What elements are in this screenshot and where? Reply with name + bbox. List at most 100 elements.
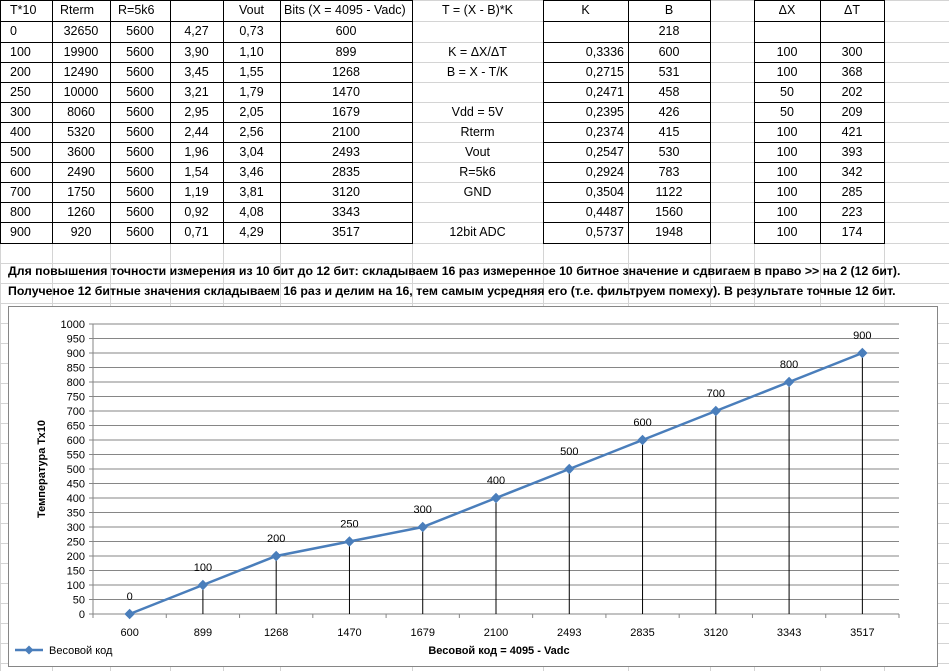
- table-cell[interactable]: 0,3504: [585, 185, 624, 199]
- table-cell[interactable]: 0,2924: [585, 165, 624, 179]
- data-point[interactable]: [637, 434, 648, 446]
- table-cell[interactable]: 100: [776, 125, 798, 139]
- data-point[interactable]: [197, 579, 209, 591]
- data-point[interactable]: [710, 405, 722, 417]
- table-cell[interactable]: 800: [10, 205, 31, 219]
- table-cell[interactable]: 920: [70, 225, 92, 239]
- table-cell[interactable]: [710, 102, 754, 122]
- header-cell[interactable]: Vout: [238, 3, 265, 17]
- table-cell[interactable]: 1,55: [239, 65, 264, 79]
- table-cell[interactable]: 1260: [67, 205, 95, 219]
- table-cell[interactable]: 5600: [126, 225, 154, 239]
- header-cell[interactable]: T*10: [10, 3, 37, 17]
- table-cell[interactable]: 100: [776, 205, 798, 219]
- data-point[interactable]: [490, 492, 502, 504]
- table-cell[interactable]: 458: [658, 85, 680, 99]
- header-cell[interactable]: T = (X - B)*K: [442, 3, 513, 17]
- table-cell[interactable]: 3,90: [184, 45, 209, 59]
- table-cell[interactable]: 12bit ADC: [449, 225, 506, 239]
- header-cell[interactable]: Bits (X = 4095 - Vadc): [284, 3, 406, 17]
- table-cell[interactable]: 5600: [126, 205, 154, 219]
- table-cell[interactable]: 3,45: [184, 65, 209, 79]
- table-cell[interactable]: 209: [841, 105, 863, 119]
- table-cell[interactable]: 2835: [332, 165, 360, 179]
- header-cell[interactable]: [170, 0, 223, 20]
- table-cell[interactable]: 5600: [126, 185, 154, 199]
- table-cell[interactable]: 1,96: [184, 145, 209, 159]
- table-cell[interactable]: 200: [10, 65, 31, 79]
- table-cell[interactable]: 100: [776, 45, 798, 59]
- table-cell[interactable]: 899: [335, 45, 357, 59]
- header-cell[interactable]: Rterm: [60, 3, 95, 17]
- table-cell[interactable]: 1470: [332, 85, 360, 99]
- table-cell[interactable]: 1,10: [239, 45, 264, 59]
- table-cell[interactable]: 0,73: [239, 24, 264, 38]
- table-cell[interactable]: 50: [780, 85, 794, 99]
- table-cell[interactable]: Rterm: [460, 125, 495, 139]
- header-cell[interactable]: R=5k6: [118, 3, 155, 17]
- table-cell[interactable]: 100: [776, 145, 798, 159]
- table-cell[interactable]: [710, 62, 754, 82]
- table-cell[interactable]: [412, 202, 543, 222]
- table-cell[interactable]: 600: [658, 45, 680, 59]
- chart-area[interactable]: 0 50 100 150 200 250 300 350 400 450 500 550 600 650 7…: [8, 306, 938, 667]
- table-cell[interactable]: 0,92: [184, 205, 209, 219]
- table-cell[interactable]: 2493: [332, 145, 360, 159]
- table-cell[interactable]: 5600: [126, 125, 154, 139]
- table-cell[interactable]: 32650: [63, 24, 99, 38]
- data-point[interactable]: [270, 550, 282, 562]
- table-cell[interactable]: 600: [10, 165, 31, 179]
- data-point[interactable]: [124, 608, 135, 620]
- table-cell[interactable]: 4,27: [184, 24, 209, 38]
- table-cell[interactable]: 0,2547: [585, 145, 624, 159]
- table-cell[interactable]: [710, 21, 754, 41]
- table-cell[interactable]: [710, 42, 754, 62]
- table-cell[interactable]: 19900: [63, 45, 99, 59]
- table-cell[interactable]: 0,4487: [585, 205, 624, 219]
- table-cell[interactable]: 600: [335, 24, 357, 38]
- table-cell[interactable]: [710, 222, 754, 242]
- table-cell[interactable]: 218: [658, 24, 680, 38]
- table-cell[interactable]: 4,29: [239, 225, 264, 239]
- table-cell[interactable]: 3,46: [239, 165, 264, 179]
- table-cell[interactable]: 300: [841, 45, 863, 59]
- table-cell[interactable]: 202: [841, 85, 863, 99]
- table-cell[interactable]: B = X - T/K: [446, 65, 509, 79]
- table-cell[interactable]: 5600: [126, 105, 154, 119]
- table-cell[interactable]: 531: [658, 65, 680, 79]
- table-cell[interactable]: 285: [841, 185, 863, 199]
- table-cell[interactable]: 3,21: [184, 85, 209, 99]
- table-cell[interactable]: 3,04: [239, 145, 264, 159]
- table-cell[interactable]: 8060: [67, 105, 95, 119]
- table-cell[interactable]: 174: [841, 225, 863, 239]
- table-cell[interactable]: 900: [10, 225, 31, 239]
- table-cell[interactable]: 500: [10, 145, 31, 159]
- table-cell[interactable]: 100: [776, 165, 798, 179]
- table-cell[interactable]: 5600: [126, 165, 154, 179]
- table-cell[interactable]: [543, 21, 628, 41]
- table-cell[interactable]: 100: [10, 45, 31, 59]
- table-cell[interactable]: 1,79: [239, 85, 264, 99]
- table-cell[interactable]: [412, 21, 543, 41]
- table-cell[interactable]: 5600: [126, 45, 154, 59]
- header-cell[interactable]: [710, 0, 754, 20]
- table-cell[interactable]: 2,95: [184, 105, 209, 119]
- table-cell[interactable]: 1,54: [184, 165, 209, 179]
- table-cell[interactable]: 50: [780, 105, 794, 119]
- table-cell[interactable]: 700: [10, 185, 31, 199]
- header-cell[interactable]: B: [664, 3, 674, 17]
- table-cell[interactable]: 100: [776, 65, 798, 79]
- table-cell[interactable]: 393: [841, 145, 863, 159]
- table-cell[interactable]: 3517: [332, 225, 360, 239]
- table-cell[interactable]: R=5k6: [459, 165, 496, 179]
- table-cell[interactable]: 0,2715: [585, 65, 624, 79]
- table-cell[interactable]: 3343: [332, 205, 360, 219]
- table-cell[interactable]: 3600: [67, 145, 95, 159]
- table-cell[interactable]: 2100: [332, 125, 360, 139]
- table-cell[interactable]: 5320: [67, 125, 95, 139]
- table-cell[interactable]: 0: [10, 24, 17, 38]
- table-cell[interactable]: Vdd = 5V: [451, 105, 504, 119]
- table-cell[interactable]: 3120: [332, 185, 360, 199]
- table-cell[interactable]: 0,5737: [585, 225, 624, 239]
- header-cell[interactable]: K: [581, 3, 590, 17]
